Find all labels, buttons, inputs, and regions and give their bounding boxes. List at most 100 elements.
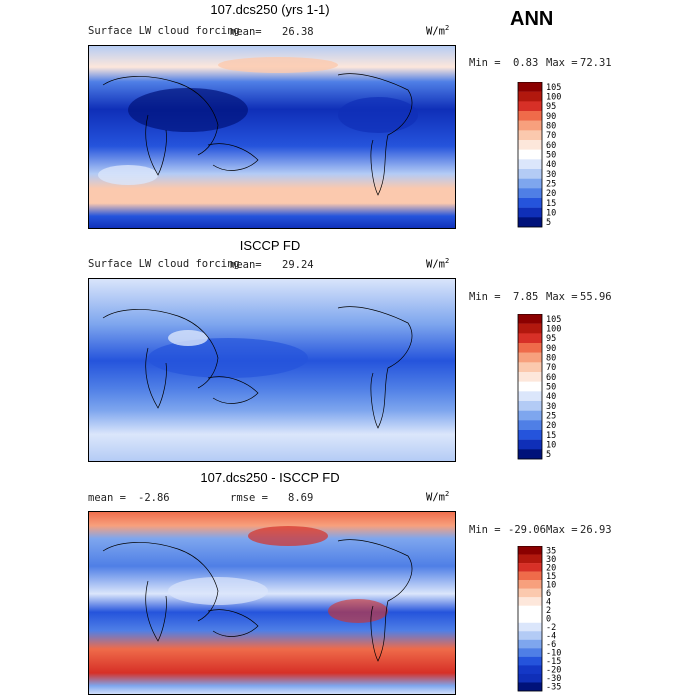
panel3-mean-value: -2.86 <box>138 492 170 504</box>
panel3-colorbar-label: -4 <box>546 632 556 642</box>
panel2-frame <box>88 278 456 462</box>
panel2-units: W/m2 <box>426 257 450 271</box>
panel3-rmse-value: 8.69 <box>288 492 314 504</box>
panel1-colorbar-swatch <box>518 198 542 208</box>
panel3-colorbar-swatch <box>518 682 542 692</box>
panel3-colorbar-label: -30 <box>546 674 561 684</box>
panel2-colorbar-label: 40 <box>546 392 556 402</box>
panel2-colorbar-swatch <box>518 439 542 450</box>
panel2-colorbar-label: 30 <box>546 402 556 412</box>
panel2-colorbar-swatch <box>518 352 542 363</box>
panel1-colorbar-label: 40 <box>546 160 556 170</box>
panel2-colorbar-label: 10 <box>546 441 556 451</box>
panel3-min-label: Min = <box>469 524 501 536</box>
panel1-colorbar-swatch <box>518 140 542 150</box>
panel1-colorbar-label: 80 <box>546 122 556 132</box>
panel3-colorbar-label: 4 <box>546 597 551 607</box>
panel3-colorbar-swatch <box>518 622 542 632</box>
panel1-mean-value: 26.38 <box>282 26 314 38</box>
panel2-colorbar-label: 60 <box>546 373 556 383</box>
panel3-colorbar-label: 20 <box>546 563 556 573</box>
panel1-colorbar-label: 60 <box>546 141 556 151</box>
panel2-colorbar-swatch <box>518 323 542 334</box>
panel2-colorbar-swatch <box>518 401 542 411</box>
panel1-colorbar-swatch <box>518 159 542 170</box>
panel2-mean-label: mean= <box>230 259 262 271</box>
panel3-colorbar-swatch <box>518 597 542 606</box>
panel2-colorbar-label: 100 <box>546 325 561 335</box>
panel3-colorbar-swatch <box>518 588 542 598</box>
panel1-min-value: 0.83 <box>513 57 539 69</box>
panel3-title: 107.dcs250 - ISCCP FD <box>200 470 340 485</box>
panel3-colorbar-label: -15 <box>546 657 561 667</box>
panel1-colorbar-swatch <box>518 91 542 102</box>
panel3-colorbar-label: 2 <box>546 606 551 616</box>
panel3-colorbar-label: 6 <box>546 589 551 599</box>
panel3-colorbar-label: 30 <box>546 555 556 565</box>
panel3-colorbar-frame <box>517 546 543 692</box>
panel3-colorbar-label: -20 <box>546 666 561 676</box>
panel3-colorbar-swatch <box>518 639 542 649</box>
panel1-coastlines <box>102 73 413 196</box>
panel1-colorbar-swatch <box>518 217 542 228</box>
panel1-mean-label: mean= <box>230 26 262 38</box>
panel1-colorbar-swatch <box>518 207 542 218</box>
panel1-colorbar-swatch <box>518 178 542 189</box>
panel2-colorbar-swatch <box>518 449 542 460</box>
panel1-colorbar-swatch <box>518 82 542 92</box>
panel3-colorbar-label: -6 <box>546 640 556 650</box>
panel3-colorbar-swatch <box>518 580 542 589</box>
panel1-colorbar-frame <box>517 82 543 228</box>
panel3-frame <box>88 511 456 695</box>
panel3-colorbar-swatch <box>518 631 542 641</box>
panel1-asia-region <box>128 88 248 132</box>
panel2-mean-value: 29.24 <box>282 259 314 271</box>
panel2-colorbar-label: 5 <box>546 450 551 460</box>
panel2-colorbar-label: 90 <box>546 344 556 354</box>
panel3-colorbar-swatch <box>518 571 542 581</box>
panel3-colorbar-swatch <box>518 546 542 555</box>
panel3-rmse-label: rmse = <box>230 492 268 504</box>
panel1-subtitle: Surface LW cloud forcing <box>88 25 240 37</box>
panel3-colorbar-swatch <box>518 563 542 572</box>
panel2-colorbar-swatch <box>518 362 542 373</box>
panel3-colorbar-swatch <box>518 656 542 666</box>
panel3-coastlines <box>102 539 413 662</box>
panel2-map <box>88 278 456 462</box>
panel2-max-label: Max = <box>546 291 578 303</box>
panel1-map <box>88 45 456 229</box>
panel2-colorbar-swatch <box>518 420 542 431</box>
panel1-colorbar-swatch <box>518 188 542 199</box>
panel1-colorbar-swatch <box>518 169 542 179</box>
panel3-max-value: 26.93 <box>580 524 612 536</box>
panel2-max-value: 55.96 <box>580 291 612 303</box>
panel2-colorbar-label: 20 <box>546 421 556 431</box>
panel1-frame <box>88 45 456 229</box>
panel1-units: W/m2 <box>426 24 450 38</box>
panel2-colorbar-frame <box>517 314 543 460</box>
panel2-colorbar-label: 95 <box>546 334 556 344</box>
panel3-colorbar-label: -35 <box>546 683 561 693</box>
panel3-max-label: Max = <box>546 524 578 536</box>
panel1-min-label: Min = <box>469 57 501 69</box>
panel1-colorbar-swatch <box>518 101 542 112</box>
panel3-colorbar-label: 35 <box>546 546 556 556</box>
panel2-tropics-region <box>148 338 308 378</box>
panel3-colorbar-label: 15 <box>546 572 556 582</box>
panel2-colorbar-label: 80 <box>546 354 556 364</box>
panel1-colorbar-label: 95 <box>546 102 556 112</box>
panel1-max-label: Max = <box>546 57 578 69</box>
panel2-colorbar-swatch <box>518 381 542 392</box>
panel2-colorbar-swatch <box>518 410 542 421</box>
panel2-colorbar-label: 105 <box>546 315 561 325</box>
panel1-field <box>88 45 456 229</box>
panel1-colorbar-label: 10 <box>546 209 556 219</box>
panel1-north-pacific-band <box>218 57 338 73</box>
panel2-colorbar-swatch <box>518 343 542 353</box>
panel2-himalaya-region <box>168 330 208 346</box>
panel3-colorbar-label: -10 <box>546 649 561 659</box>
panel3-units: W/m2 <box>426 490 450 504</box>
panel3-colorbar-label: 0 <box>546 615 551 625</box>
